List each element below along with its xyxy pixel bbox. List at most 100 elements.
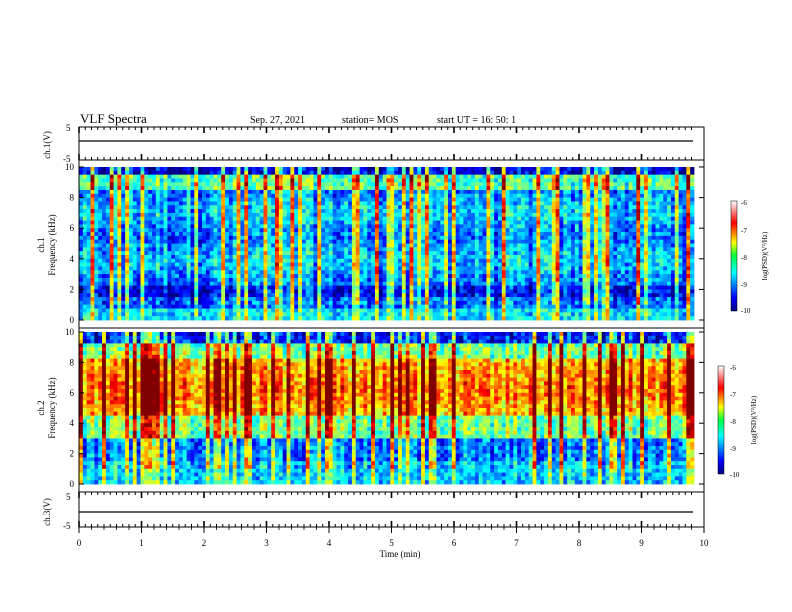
spec-cell bbox=[79, 197, 84, 202]
spec-cell bbox=[390, 247, 395, 252]
spec-cell bbox=[317, 281, 322, 286]
spec-cell bbox=[305, 228, 311, 233]
spec-cell bbox=[105, 251, 111, 256]
spec-cell bbox=[105, 189, 111, 195]
spec-cell bbox=[159, 170, 164, 176]
spec-cell bbox=[398, 182, 403, 187]
spec-cell bbox=[440, 239, 445, 244]
spec-cell bbox=[413, 243, 418, 248]
spec-cell bbox=[263, 182, 268, 187]
spec-cell bbox=[209, 270, 214, 275]
spec-cell bbox=[340, 228, 345, 233]
spec-cell bbox=[317, 243, 322, 248]
spec-cell bbox=[275, 281, 280, 286]
spec-cell bbox=[251, 300, 257, 306]
spec-cell bbox=[467, 216, 472, 221]
spec-cell bbox=[278, 178, 284, 183]
spec-cell bbox=[405, 316, 410, 321]
spec-cell bbox=[494, 270, 499, 275]
spec-cell bbox=[482, 297, 487, 302]
spec-cell bbox=[486, 281, 491, 286]
spec-cell bbox=[363, 258, 368, 264]
spec-cell bbox=[205, 247, 211, 252]
spec-cell bbox=[225, 193, 230, 199]
spec-cell bbox=[294, 304, 299, 309]
spec-cell bbox=[321, 251, 326, 256]
spec-cell bbox=[221, 232, 226, 237]
spec-cell bbox=[171, 212, 176, 218]
spec-cell bbox=[448, 274, 453, 279]
spec-cell bbox=[251, 312, 257, 317]
spec-cell bbox=[159, 235, 164, 241]
spec-cell bbox=[524, 216, 530, 221]
spec-cell bbox=[467, 228, 472, 233]
spec-cell bbox=[455, 174, 460, 179]
spec-cell bbox=[171, 170, 176, 176]
spec-cell bbox=[82, 228, 88, 233]
spec-cell bbox=[317, 189, 322, 195]
spec-cell bbox=[532, 239, 537, 244]
spec-cell bbox=[90, 312, 95, 317]
spec-cell bbox=[82, 216, 88, 221]
spec-cell bbox=[467, 239, 472, 244]
spec-cell bbox=[305, 167, 311, 172]
spec-cell bbox=[444, 182, 449, 187]
spec-cell bbox=[79, 182, 84, 187]
spec-cell bbox=[263, 285, 268, 290]
spec-cell bbox=[313, 220, 318, 225]
spec-cell bbox=[398, 293, 403, 298]
spec-cell bbox=[278, 266, 284, 271]
spec-cell bbox=[275, 300, 280, 306]
spec-cell bbox=[244, 209, 249, 214]
spec-cell bbox=[113, 266, 118, 271]
spec-cell bbox=[178, 193, 184, 199]
spec-cell bbox=[144, 316, 149, 321]
spec-cell bbox=[336, 316, 341, 321]
spec-cell bbox=[109, 182, 114, 187]
spec-cell bbox=[355, 266, 360, 271]
spec-cell bbox=[290, 251, 295, 256]
spec-cell bbox=[240, 189, 245, 195]
spec-cell bbox=[355, 167, 360, 172]
spec-cell bbox=[109, 216, 114, 221]
spec-cell bbox=[494, 224, 499, 229]
spec-cell bbox=[248, 182, 253, 187]
spec-cell bbox=[105, 232, 111, 237]
spec-cell bbox=[125, 235, 130, 241]
spec-cell bbox=[121, 174, 126, 179]
spec-cell bbox=[325, 293, 330, 298]
spec-cell bbox=[225, 197, 230, 202]
spec-cell bbox=[528, 209, 533, 214]
spec-cell bbox=[309, 186, 314, 191]
spec-cell bbox=[117, 289, 122, 294]
spec-cell bbox=[305, 304, 311, 309]
spec-cell bbox=[490, 270, 495, 275]
spec-cell bbox=[140, 251, 145, 256]
spec-cell bbox=[490, 316, 495, 321]
spec-cell bbox=[136, 182, 141, 187]
spec-cell bbox=[390, 220, 395, 225]
spec-cell bbox=[332, 281, 337, 286]
spec-cell bbox=[467, 316, 472, 321]
spec-cell bbox=[213, 262, 218, 267]
spec-cell bbox=[505, 216, 510, 221]
spec-cell bbox=[367, 289, 372, 294]
spec-cell bbox=[413, 304, 418, 309]
spec-cell bbox=[202, 235, 207, 241]
spec-cell bbox=[440, 308, 445, 313]
spec-cell bbox=[359, 205, 364, 210]
spec-cell bbox=[213, 300, 218, 306]
spec-cell bbox=[251, 304, 257, 309]
spec-cell bbox=[467, 186, 472, 191]
spec-cell bbox=[178, 258, 184, 264]
spec-cell bbox=[305, 178, 311, 183]
spec-cell bbox=[148, 308, 153, 313]
spec-cell bbox=[490, 232, 495, 237]
spec-cell bbox=[359, 293, 364, 298]
spec-cell bbox=[513, 224, 518, 229]
spec-cell bbox=[244, 243, 249, 248]
spec-cell bbox=[436, 239, 441, 244]
spec-cell bbox=[113, 293, 118, 298]
spec-cell bbox=[236, 262, 241, 267]
spec-cell bbox=[140, 239, 145, 244]
